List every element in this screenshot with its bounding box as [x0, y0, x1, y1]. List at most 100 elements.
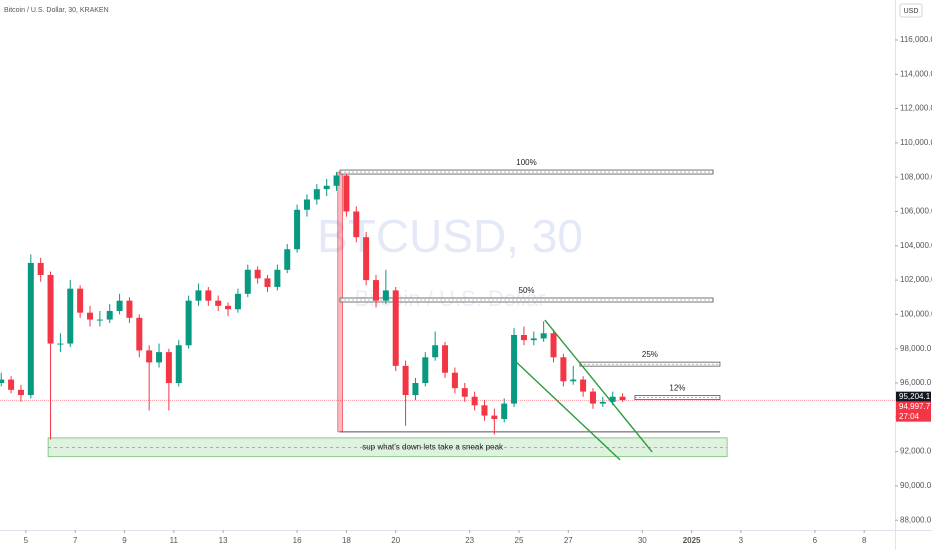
- candle-body: [412, 383, 419, 396]
- x-tick-label: 2025: [683, 536, 701, 545]
- x-tick-label: 8: [862, 536, 867, 545]
- trendline: [515, 361, 621, 461]
- candle-body: [205, 290, 212, 301]
- candle-body: [432, 345, 439, 358]
- candle-body: [175, 345, 182, 384]
- candle-body: [520, 334, 527, 341]
- candle-body: [274, 269, 281, 287]
- candle-body: [372, 280, 379, 301]
- candle-body: [461, 388, 468, 397]
- candle-body: [501, 403, 508, 420]
- level-label: 100%: [516, 158, 536, 167]
- candle-body: [264, 278, 271, 287]
- candle-body: [254, 269, 261, 279]
- candle-body: [57, 343, 64, 345]
- y-tick-label: 108,000.0: [900, 172, 932, 181]
- candle-body: [17, 389, 24, 396]
- y-tick-label: 110,000.0: [900, 138, 932, 147]
- x-tick-label: 11: [170, 536, 179, 545]
- candle-body: [323, 185, 330, 190]
- x-tick-label: 9: [122, 536, 127, 545]
- candle-body: [294, 209, 301, 250]
- countdown: 27:04: [899, 412, 920, 421]
- candle-body: [491, 415, 498, 420]
- watermark-symbol: BTCUSD, 30: [317, 210, 583, 262]
- candle-body: [27, 262, 34, 396]
- candle-body: [382, 290, 389, 301]
- y-tick-label: 100,000.0: [900, 310, 932, 319]
- candle-body: [392, 290, 399, 366]
- candle-body: [126, 300, 133, 318]
- y-tick-label: 98,000.0: [900, 344, 932, 353]
- candle-body: [77, 288, 84, 313]
- candle-body: [106, 310, 113, 320]
- candle-body: [550, 333, 557, 358]
- candle-body: [619, 396, 626, 401]
- candle-body: [580, 379, 587, 392]
- bar-close-box: [896, 391, 931, 402]
- candle-body: [47, 274, 54, 344]
- candle-body: [146, 350, 153, 363]
- candle-body: [0, 379, 5, 384]
- x-tick-label: 25: [515, 536, 524, 545]
- candle-body: [165, 352, 172, 384]
- level-label: 50%: [519, 286, 535, 295]
- candle-body: [471, 396, 478, 406]
- candle-body: [451, 372, 458, 389]
- x-tick-label: 27: [564, 536, 573, 545]
- currency: USD: [904, 8, 919, 15]
- candle-body: [185, 300, 192, 346]
- bar-close-label: 95,204.1: [899, 392, 931, 401]
- x-tick-label: 20: [391, 536, 400, 545]
- candle-body: [37, 262, 44, 275]
- candle-body: [333, 175, 340, 186]
- candle-body: [303, 199, 310, 210]
- y-tick-label: 116,000.0: [900, 35, 932, 44]
- y-tick-label: 88,000.0: [900, 515, 932, 524]
- x-tick-label: 5: [24, 536, 29, 545]
- candle-body: [481, 405, 488, 416]
- currency-box[interactable]: [899, 3, 923, 18]
- x-tick-label: 7: [73, 536, 78, 545]
- candle-body: [96, 319, 103, 321]
- candle-body: [313, 189, 320, 200]
- candle-body: [511, 334, 518, 404]
- candle-body: [67, 288, 74, 344]
- candle-body: [530, 338, 537, 341]
- candle-body: [195, 290, 202, 301]
- zone-label: sup what's down lets take a sneak peak: [362, 442, 504, 451]
- candle-body: [156, 352, 163, 363]
- candle-body: [215, 300, 222, 306]
- y-tick-label: 104,000.0: [900, 241, 932, 250]
- x-tick-label: 23: [465, 536, 474, 545]
- y-tick-label: 96,000.0: [900, 378, 932, 387]
- last-price-box: [896, 401, 931, 422]
- candle-body: [86, 312, 93, 320]
- candle-body: [136, 317, 143, 351]
- x-tick-label: 3: [739, 536, 744, 545]
- candle-body: [284, 249, 291, 270]
- candle-body: [589, 391, 596, 404]
- candle-body: [560, 357, 567, 382]
- level-label: 25%: [642, 350, 658, 359]
- y-tick-label: 102,000.0: [900, 275, 932, 284]
- y-tick-label: 112,000.0: [900, 104, 932, 113]
- x-tick-label: 16: [293, 536, 302, 545]
- candle-body: [225, 305, 232, 310]
- candle-body: [422, 357, 429, 384]
- candle-body: [234, 293, 241, 310]
- y-tick-label: 92,000.0: [900, 447, 932, 456]
- candle-body: [609, 396, 616, 402]
- y-tick-label: 106,000.0: [900, 207, 932, 216]
- candle-body: [363, 237, 370, 281]
- trendline: [544, 319, 653, 453]
- candle-body: [402, 365, 409, 396]
- candle-body: [244, 269, 251, 294]
- last-price-label: 94,997.7: [899, 402, 931, 411]
- candle-body: [8, 379, 15, 390]
- x-tick-label: 18: [342, 536, 351, 545]
- x-tick-label: 13: [219, 536, 228, 545]
- level-label: 12%: [669, 384, 685, 393]
